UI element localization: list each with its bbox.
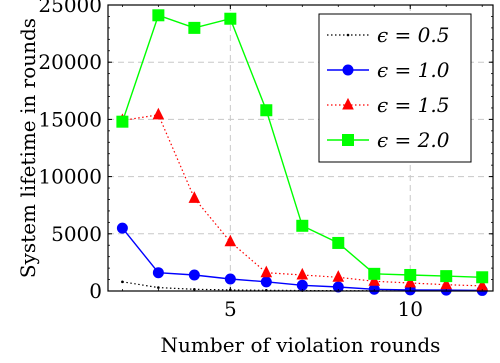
data-point — [368, 267, 381, 280]
data-point — [332, 281, 344, 293]
legend-label: ϵ = 1.5 — [377, 93, 449, 117]
data-point — [332, 270, 345, 282]
data-point — [332, 236, 345, 249]
data-point — [260, 265, 273, 278]
y-tick-label: 5000 — [51, 222, 102, 246]
y-tick-label: 0 — [89, 279, 102, 303]
data-point — [296, 279, 308, 291]
data-point — [368, 274, 381, 286]
legend-swatch-marker — [342, 64, 354, 76]
data-point — [152, 107, 165, 120]
data-point — [188, 191, 201, 203]
data-point — [224, 12, 237, 25]
y-tick-label: 20000 — [38, 50, 102, 74]
legend-label: ϵ = 1.0 — [377, 58, 450, 82]
data-point — [188, 21, 201, 34]
legend-swatch-marker — [342, 134, 354, 146]
y-tick-label: 15000 — [38, 107, 102, 131]
axis-ticks: 0 5000 10000 15000 20000 25000 5 10 — [38, 0, 493, 321]
data-point — [116, 115, 129, 128]
data-point — [224, 234, 237, 247]
series-line — [122, 114, 483, 287]
data-point — [152, 267, 164, 279]
data-point — [224, 273, 236, 285]
data-point — [121, 280, 124, 284]
legend-label: ϵ = 0.5 — [377, 23, 449, 47]
data-point — [116, 222, 128, 234]
data-point — [296, 267, 309, 280]
x-tick-label: 5 — [224, 297, 237, 321]
data-point — [152, 9, 165, 22]
y-tick-label: 25000 — [38, 0, 102, 17]
data-point — [157, 286, 160, 289]
data-point — [440, 270, 453, 283]
x-tick-label: 10 — [398, 297, 423, 321]
data-point — [260, 104, 273, 117]
data-point — [440, 277, 453, 290]
y-tick-label: 10000 — [38, 165, 102, 189]
data-point — [260, 276, 272, 288]
data-point — [188, 269, 200, 281]
series-3 — [116, 9, 489, 284]
data-point — [404, 275, 417, 288]
y-axis-label: System lifetime in rounds — [16, 18, 40, 278]
legend-swatch-marker — [346, 33, 350, 37]
data-point — [296, 219, 309, 232]
data-point — [476, 271, 489, 284]
x-axis-label: Number of violation rounds — [161, 333, 441, 357]
legend-label: ϵ = 2.0 — [377, 128, 450, 152]
data-point — [404, 268, 417, 281]
legend: ϵ = 0.5 ϵ = 1.0 ϵ = 1.5 ϵ = 2.0 — [318, 13, 472, 163]
plot-frame — [107, 4, 494, 292]
legend-swatch-marker — [342, 97, 354, 110]
